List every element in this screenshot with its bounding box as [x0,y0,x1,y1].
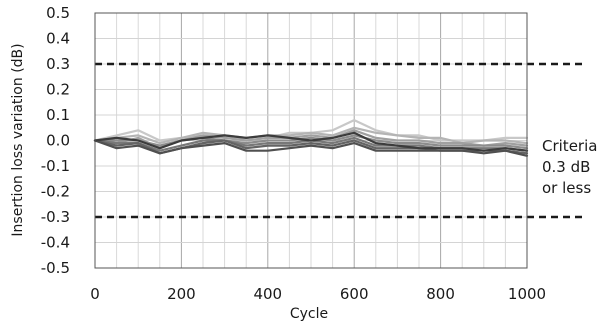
series-line-8 [93,131,529,152]
y-tick-label: -0.3 [41,208,70,226]
series-line-2 [93,126,529,145]
y-axis-title: Insertion loss variation (dB) [10,43,26,236]
y-tick-label: 0.2 [46,81,70,99]
x-tick-label: 0 [90,285,100,303]
plot-area-frame [94,12,528,269]
x-tick-label: 400 [253,285,282,303]
x-axis-title: Cycle [290,306,328,322]
x-tick-label: 1000 [508,285,546,303]
criteria-annotation-line-2: 0.3 dB [542,158,590,176]
criteria-lines [95,62,582,219]
criteria-annotation-line-3: or less [542,179,591,197]
y-tick-label: -0.1 [41,157,70,175]
y-tick-label: -0.4 [41,234,70,252]
x-axis-tick-labels: 0 200 400 600 800 1000 [90,285,546,303]
y-tick-label: 0.1 [46,106,70,124]
y-tick-label: 0.3 [46,55,70,73]
y-axis-tick-labels: 0.5 0.4 0.3 0.2 0.1 0.0 -0.1 -0.2 -0.3 -0.4 -0.5 [41,4,70,277]
x-tick-label: 800 [426,285,455,303]
x-tick-label: 200 [167,285,196,303]
data-series-group [93,118,529,157]
y-tick-label: -0.2 [41,183,70,201]
y-tick-label: -0.5 [41,259,70,277]
y-tick-label: 0.5 [46,4,70,22]
series-line-4 [93,134,529,150]
criteria-annotation: Criteria 0.3 dB or less [542,137,597,197]
y-tick-label: 0.0 [46,132,70,150]
criteria-annotation-line-1: Criteria [542,137,597,155]
x-tick-label: 600 [340,285,369,303]
y-tick-label: 0.4 [46,30,70,48]
series-line-7 [93,139,529,157]
